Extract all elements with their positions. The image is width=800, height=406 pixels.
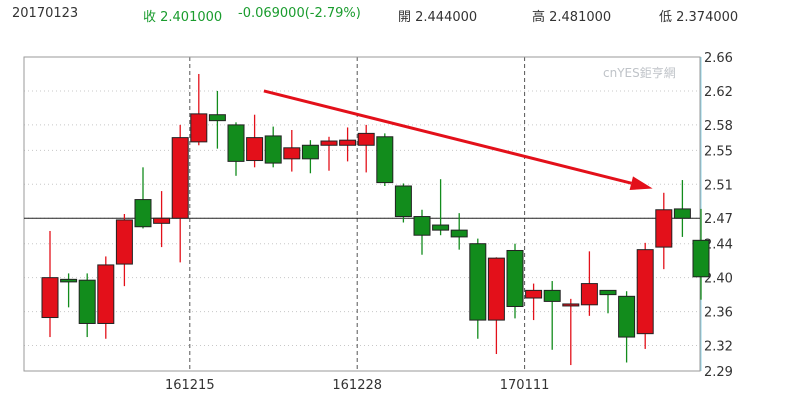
candle-up [97, 256, 115, 339]
trend-arrow [263, 89, 653, 190]
candle-down [413, 209, 431, 255]
candle-body [525, 289, 543, 299]
candle-up [487, 257, 505, 355]
trend-arrow-shaft [263, 89, 632, 185]
candle-up [115, 214, 133, 287]
candle-up [525, 283, 543, 321]
candle-body [171, 137, 189, 219]
candle-up [339, 127, 357, 162]
candle-body [339, 139, 357, 146]
candle-body [115, 219, 133, 265]
candle-up [636, 242, 654, 349]
header-date: 20170123 [12, 6, 79, 21]
candle-body [413, 216, 431, 236]
candle-down [506, 243, 524, 319]
candle-down [394, 183, 412, 223]
candle-body [618, 295, 636, 338]
candle-body [394, 185, 412, 218]
candle-down [432, 179, 450, 236]
candle-body [487, 257, 505, 321]
candle-up [320, 136, 338, 171]
y-tick-label: 2.44 [704, 238, 733, 253]
y-tick-label: 2.62 [704, 85, 733, 100]
candle-down [208, 90, 226, 149]
y-tick-label: 2.55 [704, 144, 733, 159]
x-tick-label: 161215 [165, 378, 215, 393]
candle-down [543, 281, 561, 350]
candle-body [97, 264, 115, 324]
candle-body [692, 239, 710, 278]
header-high: 高 2.481000 [532, 10, 612, 25]
candle-body [506, 249, 524, 308]
y-tick-label: 2.66 [704, 51, 733, 66]
candle-body [190, 113, 208, 143]
candle-down [78, 273, 96, 338]
candle-body [301, 144, 319, 160]
candle-down [469, 238, 487, 339]
candle-up [171, 124, 189, 263]
candle-body [41, 277, 59, 319]
candle-body [599, 289, 617, 296]
candle-down [227, 122, 245, 176]
y-tick-label: 2.51 [704, 178, 733, 193]
candle-down [134, 167, 152, 229]
candle-down [692, 208, 710, 300]
candle-body [320, 140, 338, 146]
candle-down [673, 180, 691, 237]
candle-body [264, 135, 282, 164]
candle-body [673, 208, 691, 219]
candle-body [562, 303, 580, 307]
header-change: -0.069000(-2.79%) [238, 6, 361, 21]
candle-up [357, 124, 375, 173]
candle-body [227, 124, 245, 162]
y-tick-label: 2.32 [704, 340, 733, 355]
candle-down [60, 273, 78, 308]
y-tick-label: 2.40 [704, 272, 733, 287]
candle-body [543, 289, 561, 302]
x-tick-label: 161228 [332, 378, 382, 393]
candle-body [357, 132, 375, 146]
y-tick-label: 2.29 [704, 365, 733, 380]
candle-up [246, 114, 264, 168]
candle-body [655, 209, 673, 248]
x-tick-label: 170111 [500, 378, 550, 393]
candle-body [432, 224, 450, 231]
candle-down [264, 126, 282, 168]
candle-body [246, 137, 264, 162]
candle-body [580, 283, 598, 306]
candle-body [78, 279, 96, 324]
candle-up [41, 230, 59, 338]
candle-body [283, 147, 301, 160]
header-low: 低 2.374000 [659, 10, 739, 25]
header-close: 收 2.401000 [143, 10, 223, 25]
candle-body [469, 243, 487, 321]
candle-down [376, 133, 394, 186]
trend-arrow-head [629, 176, 653, 190]
candle-up [153, 191, 171, 248]
candle-down [599, 289, 617, 314]
candle-down [301, 140, 319, 174]
candle-body [134, 199, 152, 228]
candle-up [580, 251, 598, 316]
watermark: cnYES鉅亨網 [603, 65, 676, 80]
y-tick-label: 2.58 [704, 119, 733, 134]
plot-frame [23, 56, 701, 372]
candle-up [562, 298, 580, 366]
candle-up [190, 73, 208, 146]
candle-body [60, 278, 78, 283]
candle-down [450, 213, 468, 250]
candle-body [376, 136, 394, 184]
y-tick-label: 2.47 [704, 212, 733, 227]
candle-up [283, 129, 301, 172]
candle-body [208, 114, 226, 122]
header-open: 開 2.444000 [398, 10, 478, 25]
candle-down [618, 291, 636, 363]
candle-up [655, 192, 673, 270]
candle-body [153, 217, 171, 224]
candle-body [636, 249, 654, 335]
y-tick-label: 2.36 [704, 306, 733, 321]
candle-body [450, 229, 468, 238]
